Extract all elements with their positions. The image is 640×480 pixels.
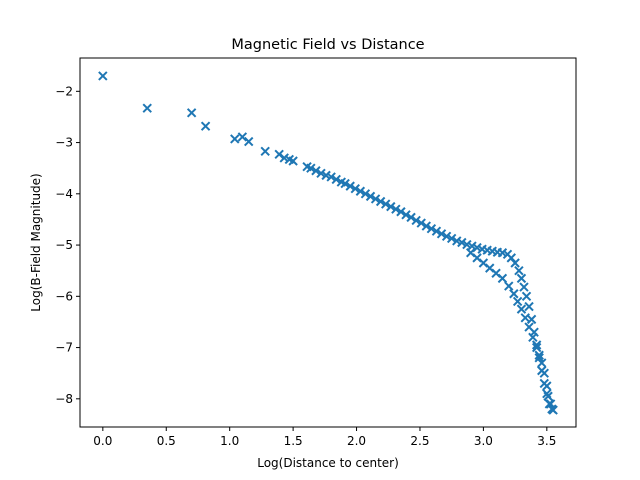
data-point [509, 289, 519, 299]
data-point [441, 231, 452, 242]
data-point [446, 233, 457, 244]
data-point [355, 186, 366, 196]
data-point [531, 340, 542, 350]
y-tick-label: −8 [55, 392, 73, 406]
data-point [534, 350, 544, 360]
data-point [350, 183, 360, 194]
data-point [497, 273, 508, 284]
y-tick-label: −5 [55, 238, 73, 252]
data-point [411, 215, 421, 226]
y-tick-label: −4 [55, 187, 73, 201]
data-point [306, 163, 316, 173]
data-point [142, 103, 152, 113]
data-point [316, 168, 326, 179]
x-tick-label: 3.0 [474, 434, 493, 448]
data-point [230, 134, 240, 144]
data-point [345, 181, 355, 191]
data-point [391, 204, 401, 214]
data-point [340, 178, 350, 189]
data-point [421, 221, 432, 231]
data-point [457, 237, 467, 248]
data-point [512, 296, 523, 307]
data-point [534, 353, 544, 363]
data-point [406, 212, 416, 223]
x-axis-label: Log(Distance to center) [257, 456, 399, 470]
x-tick-label: 2.0 [347, 434, 366, 448]
x-axis: 0.0 0.5 1.0 1.5 2.0 2.5 3.0 3.5 [93, 427, 556, 448]
data-point [504, 281, 514, 291]
data-point [548, 405, 558, 415]
x-tick-label: 3.5 [537, 434, 556, 448]
data-point [401, 210, 411, 220]
data-point [516, 273, 527, 284]
y-tick-label: −2 [55, 84, 73, 98]
data-point [516, 304, 527, 314]
data-point [396, 207, 406, 217]
data-point [545, 399, 556, 409]
data-point [524, 301, 534, 312]
data-point [244, 136, 254, 147]
data-point [200, 121, 211, 131]
data-point [98, 71, 108, 81]
data-point [528, 332, 538, 343]
data-point [436, 229, 447, 239]
chart-title: Magnetic Field vs Distance [231, 37, 424, 53]
data-point [365, 191, 376, 202]
data-point [375, 196, 386, 207]
data-point [331, 174, 341, 185]
y-axis: −2 −3 −4 −5 −6 −7 −8 [55, 84, 80, 406]
data-point [521, 291, 532, 302]
y-tick-label: −6 [55, 289, 73, 303]
data-point [370, 194, 381, 204]
data-point [524, 322, 534, 332]
data-point [519, 282, 529, 292]
y-axis-label: Log(B-Field Magnitude) [29, 173, 43, 311]
data-points [98, 71, 558, 415]
y-tick-label: −7 [55, 341, 73, 355]
data-point [426, 223, 437, 234]
data-point [416, 218, 426, 228]
data-point [537, 358, 547, 368]
x-tick-label: 1.5 [284, 434, 303, 448]
data-point [543, 391, 553, 401]
y-tick-label: −3 [55, 136, 73, 150]
data-point [510, 258, 520, 268]
x-tick-label: 1.0 [220, 434, 239, 448]
data-point [360, 189, 371, 199]
data-point [311, 166, 321, 176]
data-point [186, 108, 197, 118]
data-point [514, 265, 524, 276]
data-point [520, 313, 530, 323]
data-point [539, 368, 549, 378]
data-point [542, 381, 552, 391]
data-point [531, 342, 542, 353]
data-point [288, 156, 298, 166]
x-tick-label: 2.5 [410, 434, 429, 448]
data-point [326, 172, 336, 182]
data-point [274, 149, 284, 160]
data-point [381, 199, 391, 209]
data-point [386, 201, 396, 212]
x-tick-label: 0.5 [157, 434, 176, 448]
data-point [237, 132, 248, 142]
x-tick-label: 0.0 [93, 434, 112, 448]
plot-frame [79, 57, 577, 428]
data-point [431, 226, 442, 236]
data-point [260, 146, 270, 156]
